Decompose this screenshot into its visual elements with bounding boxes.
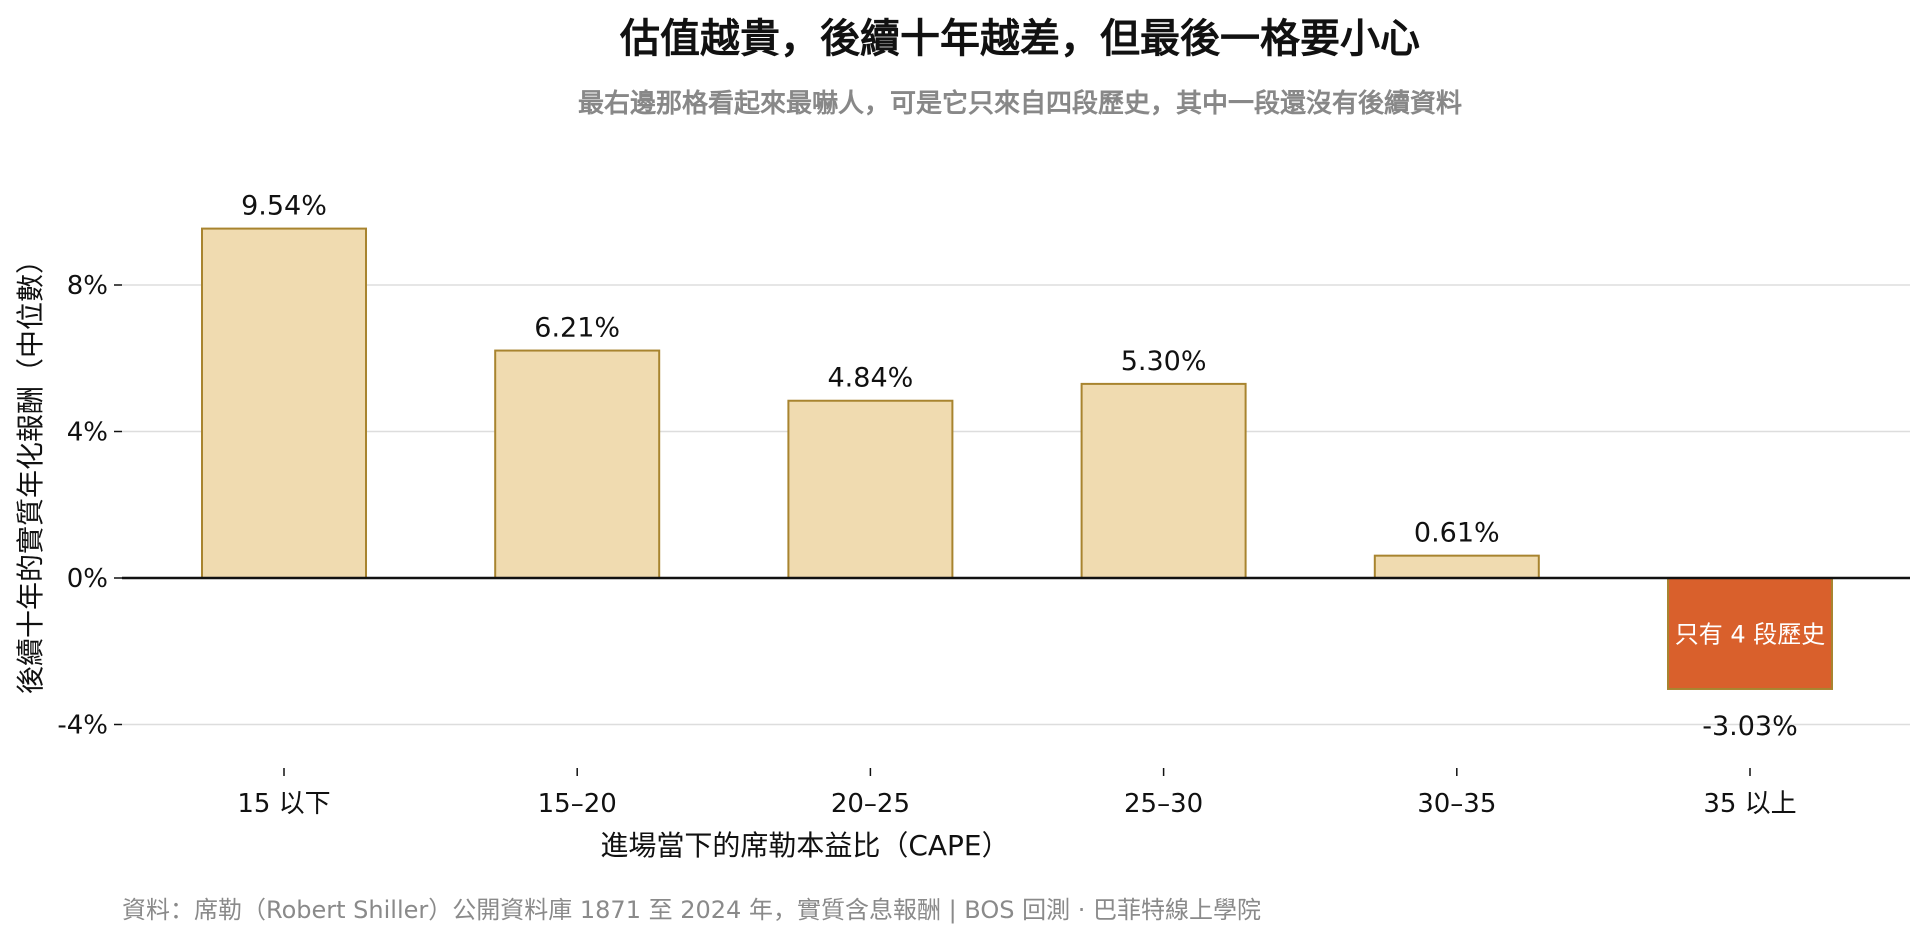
value-label: 6.21%	[534, 313, 620, 344]
bar-2	[494, 349, 661, 579]
value-label: 4.84%	[828, 363, 914, 394]
y-tick-label: 8%	[67, 271, 108, 301]
y-axis-label: 後續十年的實質年化報酬（中位數）	[14, 246, 47, 694]
bar-5	[1373, 554, 1540, 580]
y-tick-label: 4%	[67, 418, 108, 448]
value-labels: 9.54% 6.21% 4.84% 5.30% 0.61% -3.03% 只有 4 段歷史	[241, 191, 1825, 742]
x-tick-label: 35 以上	[1703, 789, 1796, 819]
bar-4	[1080, 382, 1247, 580]
value-label: 0.61%	[1414, 518, 1500, 549]
value-label: -3.03%	[1702, 711, 1798, 742]
x-tick-label: 15–20	[538, 789, 617, 819]
bar-3	[787, 399, 954, 579]
y-tick-label: -4%	[57, 711, 108, 741]
bar-6	[1667, 577, 1833, 690]
chart-subtitle: 最右邊那格看起來最嚇人，可是它只來自四段歷史，其中一段還沒有後續資料	[578, 88, 1462, 119]
bars	[201, 227, 1833, 690]
grid	[122, 284, 1910, 726]
value-label: 5.30%	[1121, 346, 1207, 377]
x-axis-label: 進場當下的席勒本益比（CAPE）	[600, 829, 1009, 862]
axis-ticks: -4% 0% 4% 8% 15 以下 15–20 20–25 25–30 30–35 35 以上	[57, 271, 1796, 819]
value-label: 9.54%	[241, 191, 327, 222]
chart-title: 估值越貴，後續十年越差，但最後一格要小心	[619, 16, 1420, 62]
x-tick-label: 15 以下	[237, 789, 330, 819]
x-tick-label: 30–35	[1417, 789, 1496, 819]
x-tick-label: 20–25	[831, 789, 910, 819]
bar-1	[201, 227, 367, 579]
x-tick-label: 25–30	[1124, 789, 1203, 819]
source-note: 資料：席勒（Robert Shiller）公開資料庫 1871 至 2024 年…	[122, 896, 1261, 924]
y-tick-label: 0%	[67, 564, 108, 594]
bar-annotation: 只有 4 段歷史	[1675, 620, 1826, 648]
